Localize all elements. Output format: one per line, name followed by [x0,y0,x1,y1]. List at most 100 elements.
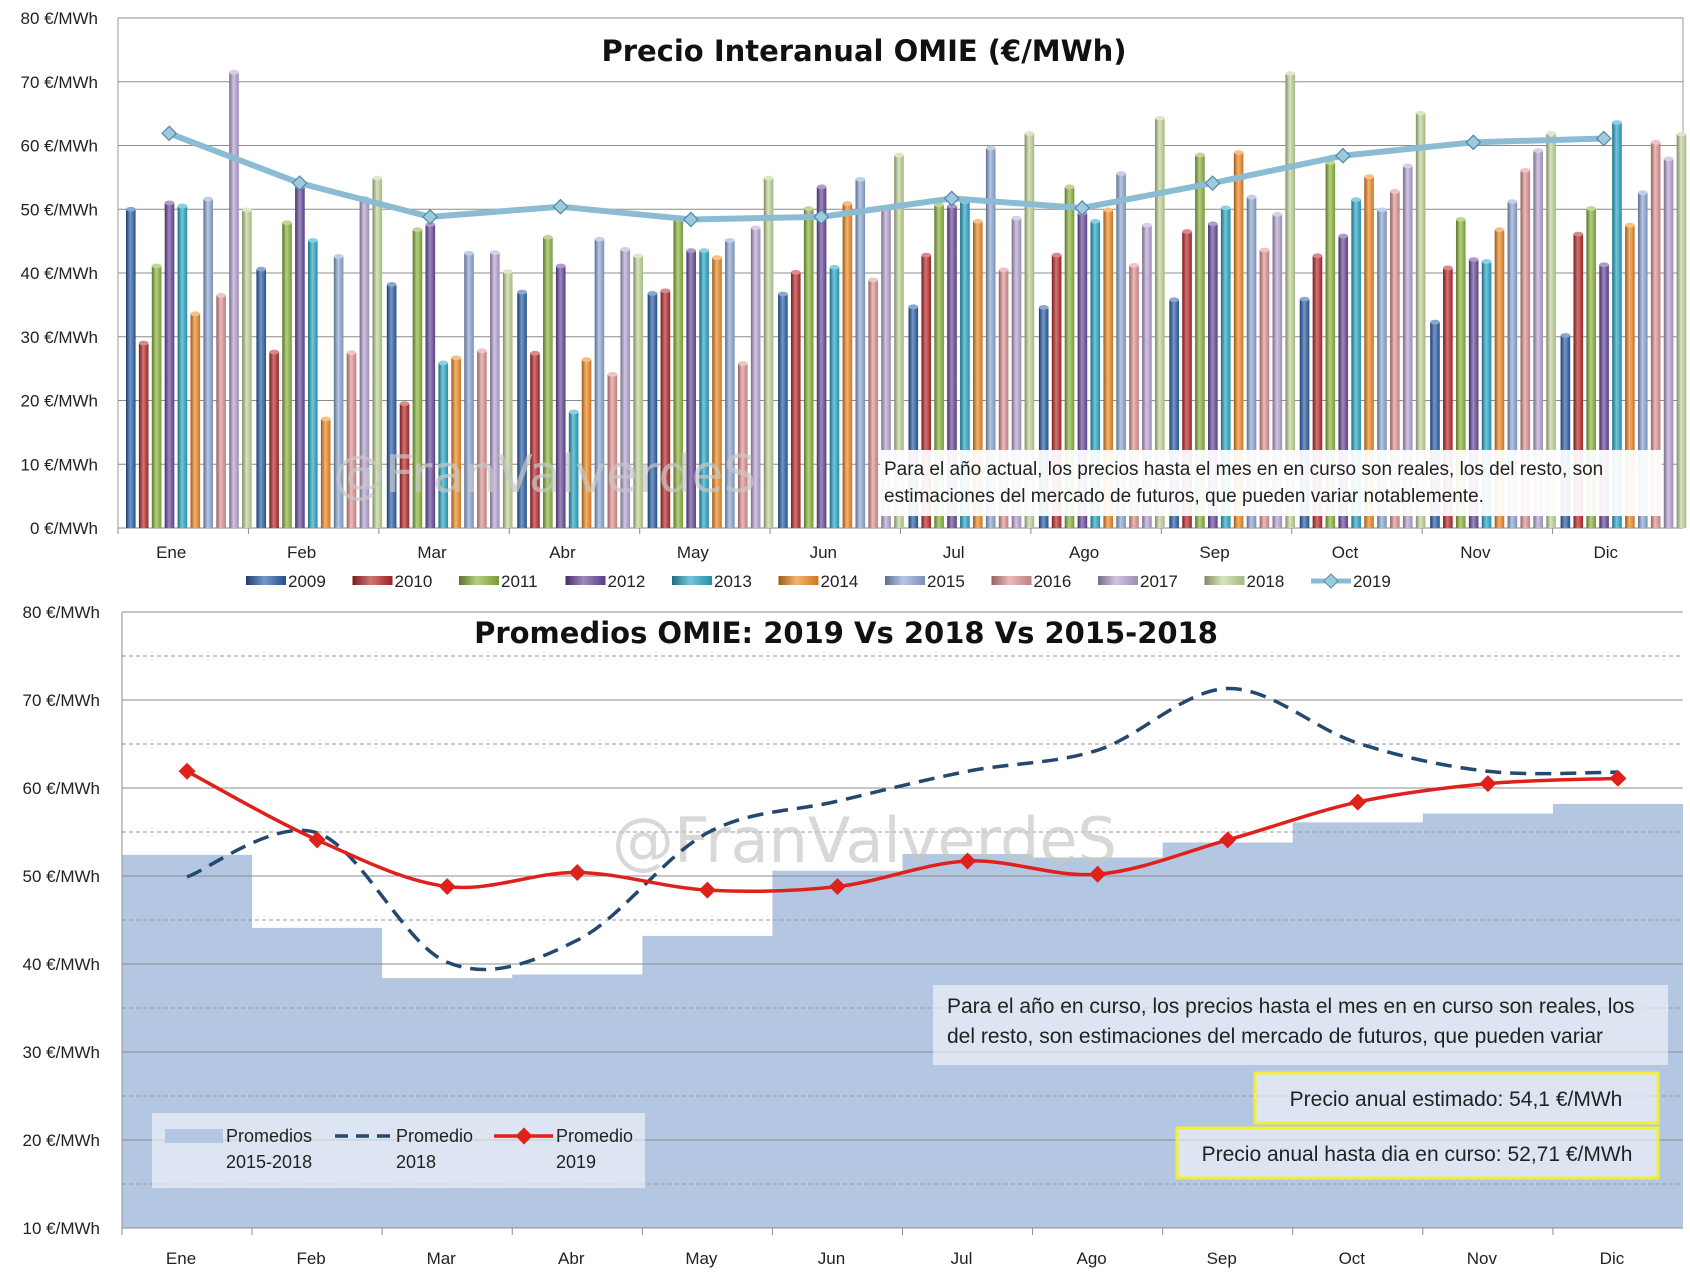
line-promedio-2018 [186,686,1618,972]
x-tick-label: Ene [156,543,186,562]
x-tick-label: Mar [417,543,447,562]
bar-2017-Ago [1142,225,1152,528]
bar-2018-Abr [633,255,643,528]
line-promedio-2019 [186,769,1619,894]
price-box-estimado [1253,1071,1660,1125]
y-tick-label: 30 €/MWh [23,1043,100,1062]
bar-2018-Mar [502,271,513,528]
y-tick-label: 50 €/MWh [23,867,100,886]
bar-2014-Oct [1364,176,1374,529]
y-tick-label: 80 €/MWh [23,603,100,622]
bar-2016-May [737,363,748,528]
point-2019-Nov [1465,134,1482,151]
point-2019-Jul [959,852,977,870]
bar-2013-Ago [1090,221,1101,529]
bar-2013-Dic [1612,122,1622,529]
y-tick-label: 70 €/MWh [21,73,98,92]
bar-2009-May [647,293,658,528]
bar-2010-Jun [790,272,801,528]
bar-2014-Abr [581,359,592,528]
bar-2018-Sep [1285,73,1296,529]
bar-2016-Jul [998,269,1009,528]
annotation-line: Para el año actual, los precios hasta el… [884,459,1603,480]
legend-2: Promedios 2015-2018 Promedio 2018 Promedio 20… [152,1113,645,1188]
legend-label: 2010 [395,572,433,591]
x-tick-label: May [677,543,710,562]
bar-2018-May [763,178,774,528]
point-2019-Jun [828,878,846,896]
bar-2011-Mar [412,229,423,528]
point-2019-Mar [438,878,456,896]
legend-1: 2009 2010 2011 2012 2013 2014 2015 2016 2017 2018… [246,572,1391,591]
bar-2014-Dic [1625,225,1635,528]
point-2019-May [698,881,716,899]
bar-2016-Feb [346,352,357,528]
x-tick-label: Dic [1594,543,1619,562]
y-tick-label: 20 €/MWh [21,392,98,411]
bar-2012-Feb [295,186,305,528]
point-2019-Dic [1595,130,1612,147]
y-tick-label: 10 €/MWh [23,1219,100,1238]
bar-2010-Oct [1312,255,1323,528]
bar-2011-Feb [282,222,292,528]
bar-2012-Mar [425,224,436,529]
x-tick-label: Oct [1332,543,1359,562]
bar-2016-Mar [477,350,487,528]
legend-swatch-2014 [778,576,819,585]
bar-2012-Oct [1338,236,1349,528]
x-tick-label: Ago [1069,543,1099,562]
bar-2011-Ago [1064,186,1075,528]
bar-2017-May [750,227,761,529]
bar-2010-Abr [530,353,540,528]
bar-2009-Ago [1038,307,1049,528]
bar-2017-Feb [359,198,370,528]
price-boxes: Precio anual estimado: 54,1 €/MWh Precio … [1175,1071,1660,1180]
point-2019-Abr [552,198,569,215]
chart-title-2: Promedios OMIE: 2019 Vs 2018 Vs 2015-201… [474,616,1218,650]
bar-2012-Nov [1468,259,1479,528]
bar-2014-Sep [1233,152,1244,528]
bar-2012-Abr [555,265,566,528]
bar-2011-Oct [1325,162,1336,528]
bar-2013-Abr [568,411,579,528]
bar-2013-Mar [438,362,449,528]
x-tick-label: Abr [558,1249,585,1268]
bar-2017-Abr [620,249,631,528]
bar-2012-Jul [947,206,957,528]
bar-2015-Nov [1507,201,1518,528]
price-box-hasta-dia [1175,1126,1660,1180]
legend-label: 2013 [714,572,752,591]
y-tick-label: 0 €/MWh [30,519,98,538]
x-tick-label: Abr [549,543,576,562]
x-tick-label: Nov [1460,543,1491,562]
x-tick-label: Jun [810,543,837,562]
bar-2009-Ene [126,209,136,528]
legend-label: 2015 [927,572,965,591]
legend-2-bg [152,1113,645,1188]
bar-2013-Oct [1351,199,1361,528]
point-2019-Jul [943,190,960,207]
legend-swatch-2013 [672,576,712,585]
bar-2017-Jul [1011,218,1022,529]
bar-2012-Dic [1599,264,1609,528]
bar-2018-Oct [1415,112,1426,529]
x-tick-label: Oct [1339,1249,1366,1268]
bar-2014-Mar [451,357,461,528]
bar-2013-Feb [308,240,318,529]
bar-2014-Nov [1494,229,1505,528]
bar-2010-Nov [1443,267,1453,528]
x-tick-label: Jul [951,1249,973,1268]
legend-swatch-2017 [1098,576,1138,585]
bar-2011-Abr [543,237,553,529]
bar-2016-Oct [1390,191,1400,528]
bar-2017-Dic [1663,158,1674,528]
bar-2015-Jun [855,179,866,528]
bar-2015-Abr [594,239,605,528]
price-estimado-label: Precio anual estimado: 54,1 €/MWh [1290,1088,1623,1111]
bar-2009-Nov [1430,322,1440,528]
bar-2014-Ene [190,313,201,528]
bar-2015-Dic [1637,192,1648,529]
bar-2017-Mar [490,252,500,528]
bar-2011-Sep [1195,155,1205,528]
